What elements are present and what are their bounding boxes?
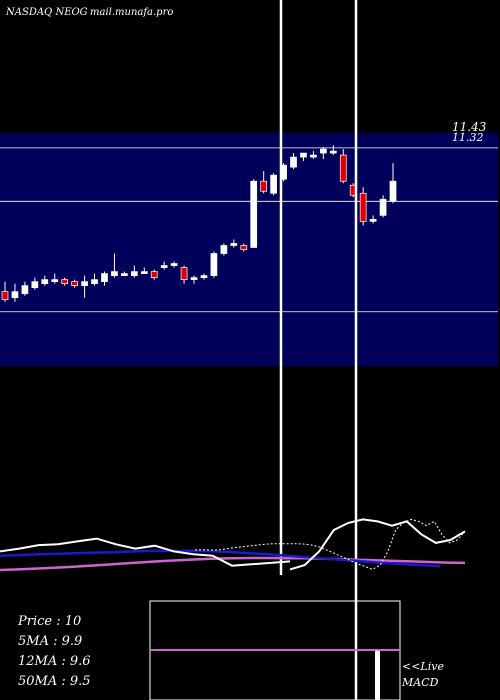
candle-body xyxy=(320,148,327,154)
candle-body xyxy=(359,192,367,222)
candle-body xyxy=(51,279,59,282)
candle-body xyxy=(190,277,198,280)
ma-short-line xyxy=(289,518,466,571)
candle-body xyxy=(220,245,228,254)
ma-short-dotted-line xyxy=(194,518,466,570)
candle-body xyxy=(339,154,347,182)
candle-body xyxy=(61,279,69,284)
candle-body xyxy=(41,279,49,284)
stat-price: Price : 10 xyxy=(18,614,82,629)
ma-long-line xyxy=(0,556,466,572)
candle-body xyxy=(11,291,19,299)
stat-50ma-value: 9.5 xyxy=(69,674,91,689)
stat-50ma: 50MA : 9.5 xyxy=(18,674,91,689)
candle-body xyxy=(91,279,98,284)
candle-body xyxy=(240,245,248,250)
stat-50ma-label: 50MA xyxy=(18,674,58,689)
ma-mid-line xyxy=(0,549,441,568)
price-label-top: 11.43 xyxy=(452,120,487,134)
stat-price-value: 10 xyxy=(64,614,82,629)
candle-body xyxy=(150,271,158,278)
candle-body xyxy=(170,263,178,266)
candle-body xyxy=(200,275,208,278)
candle-body xyxy=(160,265,168,268)
stat-5ma-label: 5MA xyxy=(18,634,49,649)
candle-body xyxy=(250,180,258,248)
candle-body xyxy=(310,154,317,158)
candle-body xyxy=(130,271,138,276)
price-panel xyxy=(0,133,498,366)
macd-panel xyxy=(149,600,401,700)
candle-body xyxy=(270,174,277,194)
stats-box: Price : 10 5MA : 9.9 12MA : 9.6 50MA : 9… xyxy=(18,612,138,692)
candle-body xyxy=(81,281,88,287)
macd-label: MACD xyxy=(401,676,439,689)
candle-body xyxy=(369,219,377,222)
stat-5ma: 5MA : 9.9 xyxy=(18,634,83,649)
candle-body xyxy=(101,273,108,282)
stat-price-label: Price xyxy=(18,614,53,629)
candle-body xyxy=(389,180,397,202)
site-text: mail.munafa.pro xyxy=(90,7,173,18)
vertical-markers xyxy=(279,0,358,700)
price-label-overlap: 11.32 xyxy=(452,131,484,144)
candle-body xyxy=(111,271,118,276)
stat-12ma-value: 9.6 xyxy=(69,654,91,669)
candle-body xyxy=(379,198,387,216)
candle-body xyxy=(290,156,297,168)
stat-12ma: 12MA : 9.6 xyxy=(18,654,91,669)
symbol-text: NASDAQ NEOG xyxy=(5,7,88,18)
candle-body xyxy=(71,281,78,287)
candle-body xyxy=(121,273,128,276)
candle-body xyxy=(21,285,29,295)
candle-body xyxy=(1,291,9,301)
ma-bottom-line xyxy=(0,537,291,567)
candle-body xyxy=(180,267,188,280)
live-label: <<Live xyxy=(402,660,444,673)
stat-5ma-value: 9.9 xyxy=(61,634,83,649)
candle-body xyxy=(260,180,268,192)
price-panel-background xyxy=(0,133,498,366)
ma-panel xyxy=(0,518,466,572)
candle-body xyxy=(210,253,218,276)
candle-body xyxy=(230,243,238,246)
candle-body xyxy=(140,271,148,274)
candle-body xyxy=(329,150,337,154)
candle-body xyxy=(31,281,39,289)
candle-body xyxy=(300,152,307,158)
stat-12ma-label: 12MA xyxy=(18,654,58,669)
